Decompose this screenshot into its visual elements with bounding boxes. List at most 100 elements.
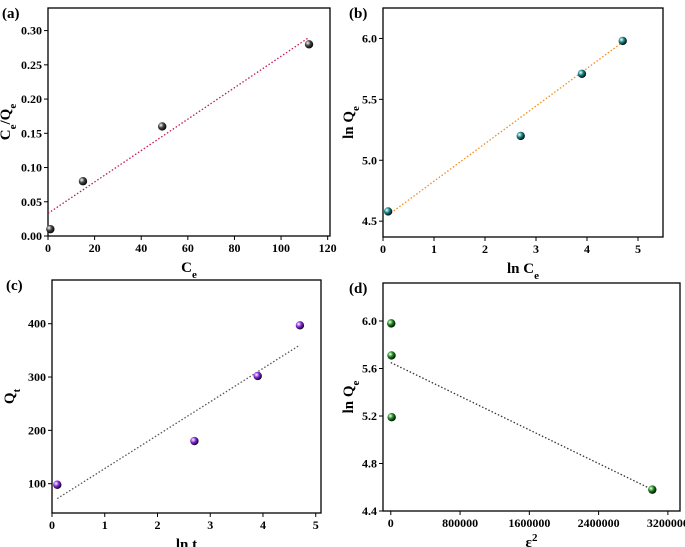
x-tick-label: 80 (228, 241, 240, 255)
label-part: ln Q (341, 111, 357, 139)
y-tick-label: 5.6 (362, 362, 377, 376)
data-point (295, 321, 305, 330)
data-point (387, 319, 396, 328)
data-point (383, 207, 393, 216)
y-tick-label: 0.10 (21, 161, 42, 175)
y-tick-label: 0.05 (21, 195, 42, 209)
fit-line (387, 41, 624, 216)
x-tick-label: 2 (154, 518, 160, 532)
x-tick-label: 100 (272, 241, 290, 255)
y-tick-label: 5.2 (362, 409, 377, 423)
x-tick-label: 0 (49, 518, 55, 532)
x-tick-label: 120 (319, 241, 337, 255)
y-tick-label: 0.25 (21, 58, 42, 72)
y-tick-label: 200 (28, 423, 46, 437)
y-tick-label: 0.15 (21, 126, 42, 140)
y-tick-label: 100 (28, 477, 46, 491)
label-part: Q (2, 392, 18, 404)
y-tick-label: 0.20 (21, 92, 42, 106)
y-tick-label: 400 (28, 317, 46, 331)
x-tick-label: 1 (431, 242, 437, 256)
label-part: e (350, 106, 362, 111)
y-tick-label: 0.30 (21, 24, 42, 38)
data-point (304, 40, 314, 49)
x-axis-label: ε2 (526, 532, 538, 547)
x-tick-label: 1600000 (508, 516, 550, 530)
plot-frame (47, 7, 331, 237)
x-tick-label: 4 (260, 518, 266, 532)
x-tick-label: 1 (102, 518, 108, 532)
x-tick-label: 2400000 (578, 516, 620, 530)
label-part: e (192, 269, 197, 281)
label-part: C (181, 260, 192, 276)
y-tick-label: 4.5 (362, 214, 377, 228)
fit-line (390, 361, 653, 491)
fit-line (47, 36, 310, 214)
x-axis-label: ln t (176, 537, 197, 547)
label-part: ln Q (341, 385, 357, 413)
x-tick-label: 0 (388, 516, 394, 530)
label-part: C (0, 129, 14, 140)
x-tick-label: 2 (482, 242, 488, 256)
label-part: ln C (507, 261, 534, 277)
y-axis-label: Qt (2, 389, 23, 405)
data-point (190, 436, 199, 446)
x-tick-label: 60 (182, 241, 194, 255)
y-tick-label: 300 (28, 370, 46, 384)
data-point (253, 371, 262, 381)
y-axis-label: ln Qe (341, 380, 362, 413)
y-tick-label: 0.00 (21, 229, 42, 243)
label-part: ε (526, 535, 533, 547)
panel-label: (c) (6, 278, 23, 294)
label-part: t (11, 389, 23, 393)
panel: 0 800000 1600000 2400000 3200000 4.4 4.8 5.2 5.6… (341, 281, 685, 547)
x-tick-label: 4 (584, 242, 590, 256)
x-tick-label: 0 (45, 241, 51, 255)
plot-frame (382, 7, 664, 238)
x-tick-label: 0 (380, 242, 386, 256)
label-part: /Q (0, 108, 14, 125)
data-point (78, 177, 88, 186)
panel-label: (d) (349, 281, 367, 297)
x-tick-label: 40 (135, 241, 147, 255)
y-tick-label: 4.8 (362, 457, 377, 471)
data-point (577, 69, 587, 78)
x-tick-label: 5 (313, 518, 319, 532)
y-tick-label: 6.0 (362, 31, 377, 45)
y-tick-label: 5.5 (362, 92, 377, 106)
x-tick-label: 5 (635, 242, 641, 256)
data-point (157, 122, 167, 131)
panel-label: (a) (2, 6, 20, 22)
label-part: ln t (176, 537, 197, 547)
label-part: e (7, 124, 19, 129)
y-tick-label: 5.0 (362, 153, 377, 167)
fit-line (56, 344, 301, 500)
y-axis-label: ln Qe (341, 106, 362, 139)
data-point (46, 224, 55, 234)
label-part: e (7, 104, 19, 109)
label-part: e (350, 380, 362, 385)
data-point (516, 131, 525, 141)
data-point (387, 412, 396, 422)
plot-frame (51, 279, 322, 514)
y-tick-label: 6.0 (362, 314, 377, 328)
data-point (53, 480, 62, 489)
label-part: e (534, 270, 539, 282)
panel-label: (b) (349, 6, 367, 22)
panel: 0 1 2 3 4 5 100 200 300 400 ln t Qt (c) (2, 278, 322, 547)
y-tick-label: 4.4 (362, 504, 377, 518)
x-axis-label: Ce (181, 260, 197, 281)
x-tick-label: 800000 (442, 516, 478, 530)
x-tick-label: 3 (533, 242, 539, 256)
x-axis-label: ln Ce (507, 261, 539, 282)
panel: 0 20 40 60 80 100 120 0.00 0.05 0.10 0.15 0.20 0.25 0… (0, 6, 337, 281)
x-tick-label: 20 (89, 241, 101, 255)
x-tick-label: 3200000 (647, 516, 685, 530)
label-part: 2 (532, 532, 538, 544)
data-point (618, 36, 627, 46)
x-tick-label: 3 (207, 518, 213, 532)
data-point (387, 351, 396, 360)
